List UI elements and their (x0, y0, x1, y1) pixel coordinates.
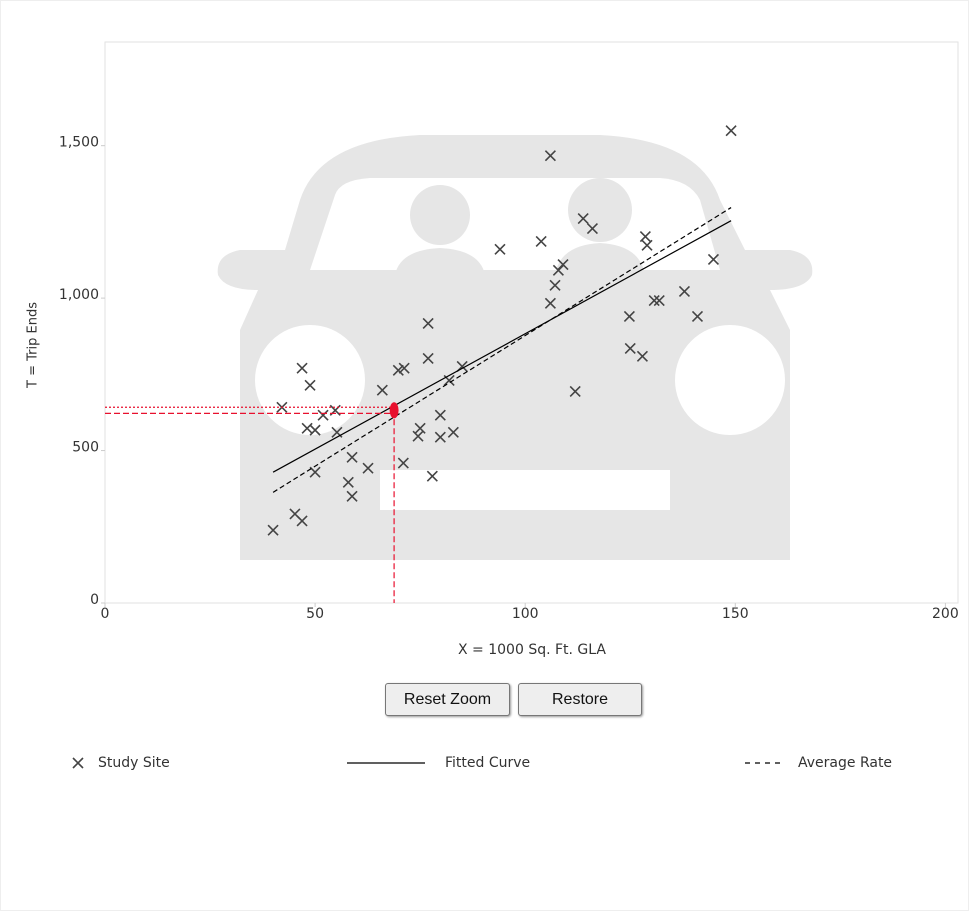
study-site-point (725, 125, 737, 137)
y-tick-label: 1,000 (59, 287, 99, 303)
study-site-point (544, 297, 556, 309)
study-site-point (296, 515, 308, 527)
study-site-point (414, 422, 426, 434)
study-site-point (623, 310, 635, 322)
x-tick-label: 200 (932, 606, 959, 622)
study-site-point (397, 457, 409, 469)
study-site-point (398, 362, 410, 374)
study-site-point (392, 364, 404, 376)
study-site-point (691, 310, 704, 322)
study-site-point (296, 362, 308, 374)
watermark-car (217, 135, 813, 560)
study-site-point (309, 466, 321, 478)
study-site-point (346, 490, 358, 502)
study-site-point (267, 524, 279, 536)
restore-button[interactable]: Restore (518, 683, 642, 716)
study-site-point (346, 451, 358, 463)
x-tick-label: 150 (722, 606, 749, 622)
study-site-point (648, 294, 660, 307)
study-site-point (494, 243, 506, 255)
highlight-point (389, 402, 399, 419)
study-site-point (304, 379, 316, 391)
fitted-curve-line (272, 220, 732, 473)
study-site-point (434, 431, 446, 443)
study-site-point (317, 409, 329, 421)
study-site-point (569, 385, 581, 397)
study-site-point (544, 150, 556, 162)
study-site-point (447, 426, 459, 438)
legend-label: Fitted Curve (445, 755, 530, 771)
study-site-point (653, 294, 665, 307)
study-site-point (422, 352, 434, 365)
study-site-point (362, 462, 374, 474)
study-site-point (376, 384, 388, 396)
average-rate-line (272, 207, 732, 493)
study-site-point (309, 424, 321, 436)
y-tick-label: 1,500 (59, 135, 99, 151)
study-site-point (586, 223, 598, 235)
y-axis-title: T = Trip Ends (26, 302, 41, 389)
study-site-point (434, 409, 446, 421)
y-tick-label: 500 (72, 440, 99, 456)
study-site-point (577, 212, 589, 225)
x-axis-title: X = 1000 Sq. Ft. GLA (458, 642, 606, 658)
study-site-point (707, 253, 720, 265)
study-site-point (535, 235, 547, 247)
study-site-point (639, 230, 651, 243)
legend-marker (72, 757, 84, 769)
study-site-point (552, 264, 564, 276)
x-tick-label: 100 (512, 606, 539, 622)
x-tick-label: 0 (101, 606, 110, 622)
study-site-point (557, 259, 569, 271)
study-site-point (549, 279, 561, 291)
study-site-point (678, 285, 691, 297)
legend-label: Study Site (98, 755, 170, 771)
study-site-point (641, 239, 653, 251)
study-site-point (624, 342, 636, 354)
study-site-point (426, 470, 438, 482)
study-site-point (412, 430, 424, 442)
study-site-point (636, 350, 648, 362)
legend-label: Average Rate (798, 755, 892, 771)
reset-zoom-button[interactable]: Reset Zoom (385, 683, 510, 716)
y-tick-label: 0 (90, 592, 99, 608)
study-site-point (342, 476, 354, 488)
study-site-point (422, 317, 434, 329)
x-tick-label: 50 (306, 606, 324, 622)
